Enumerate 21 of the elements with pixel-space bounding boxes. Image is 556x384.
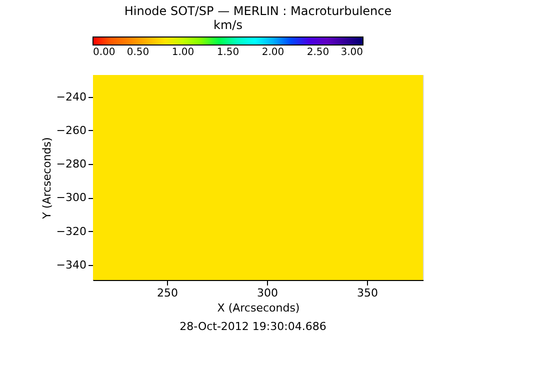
color-bar-label: 0.00	[93, 47, 116, 58]
y-tick-label: −260	[56, 124, 86, 137]
x-tick-label: 250	[157, 286, 178, 300]
color-bar-title: km/s	[214, 18, 242, 32]
color-bar-label: 2.50	[306, 47, 330, 58]
y-axis-title: Y (Arcseconds)	[40, 137, 54, 220]
color-bar-label: 2.00	[262, 47, 284, 58]
y-tick-label: −280	[56, 158, 86, 171]
y-tick-label: −300	[56, 191, 86, 204]
x-tick-label: 350	[357, 286, 378, 300]
y-tick-label: −320	[56, 224, 86, 238]
color-bar-label: 0.50	[126, 47, 150, 58]
text: 28-Oct-2012 19:30:04.686	[180, 320, 326, 333]
color-bar-label: 1.50	[216, 47, 240, 58]
x-tick-label: 300	[257, 286, 278, 300]
color-bar-label: 1.00	[172, 47, 194, 58]
x-axis-title: X (Arcseconds)	[217, 302, 300, 314]
y-tick-label: −340	[56, 258, 86, 272]
color-bar-label: 3.00	[340, 47, 363, 58]
y-tick-label: −240	[56, 90, 86, 104]
chart-title: Hinode SOT/SP — MERLIN : Macroturbulence	[124, 4, 392, 18]
